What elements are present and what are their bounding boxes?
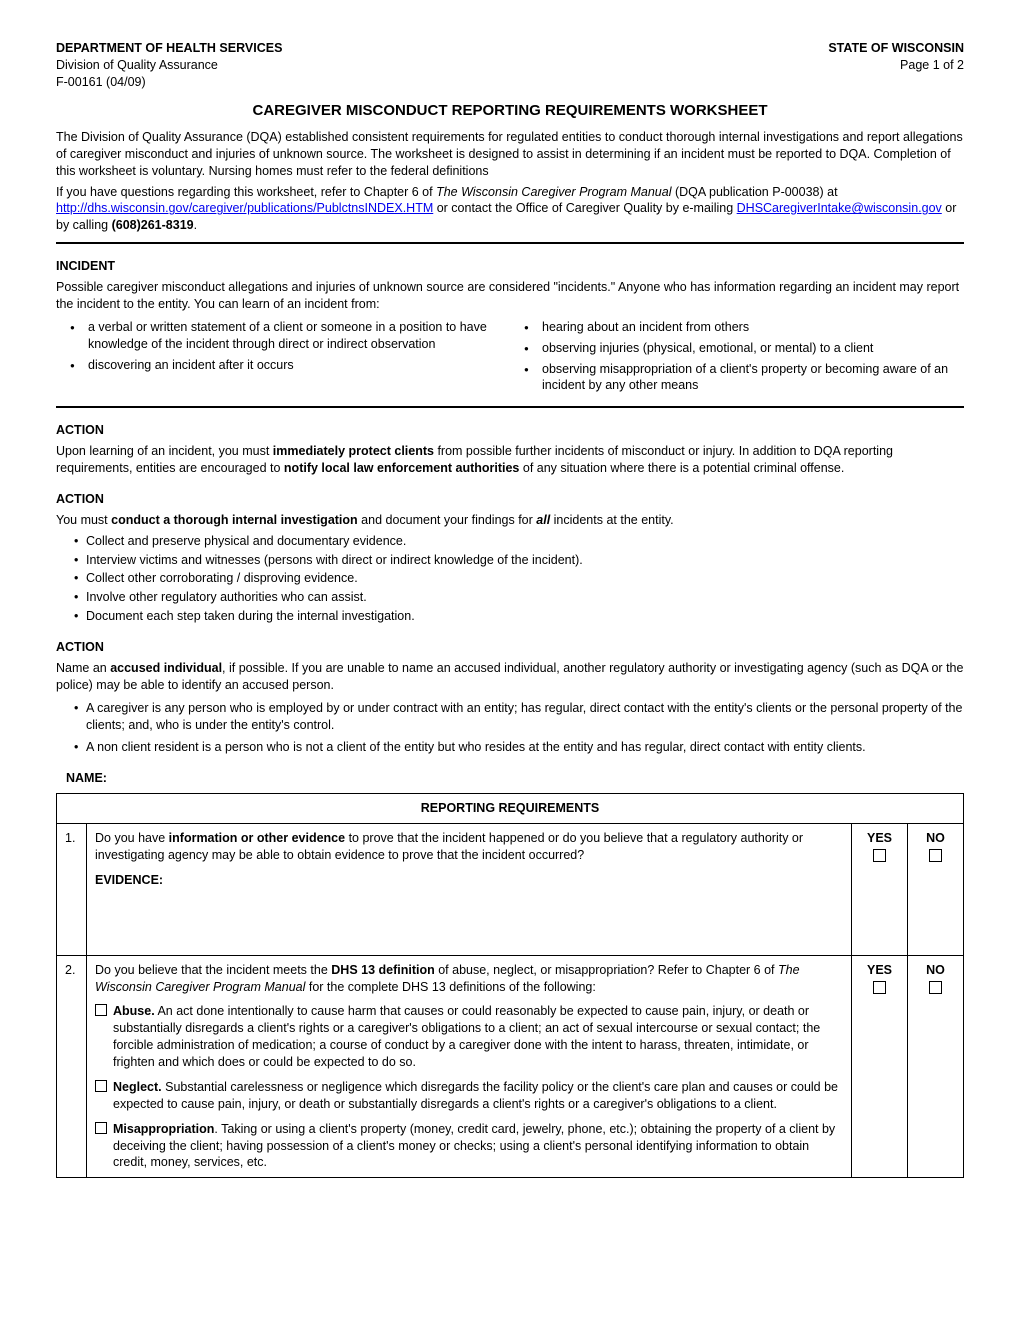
page-header: DEPARTMENT OF HEALTH SERVICES Division o… [56,40,964,91]
manual-title: The Wisconsin Caregiver Program Manual [436,185,671,199]
action-3-lead: Name an accused individual, if possible.… [56,660,964,694]
text: Do you believe that the incident meets t… [95,963,331,977]
action-heading: ACTION [56,422,964,439]
list-item: discovering an incident after it occurs [76,357,510,374]
text: Upon learning of an incident, you must [56,444,273,458]
no-label: NO [916,830,955,847]
no-checkbox[interactable] [929,849,942,862]
text: Name an [56,661,110,675]
text: (DQA publication P-00038) at [671,185,837,199]
no-cell: NO [908,824,964,956]
term: Neglect. [113,1080,162,1094]
bold-text: notify local law enforcement authorities [284,461,519,475]
no-checkbox[interactable] [929,981,942,994]
action-3-list: A caregiver is any person who is employe… [56,700,964,757]
text: or contact the Office of Caregiver Quali… [433,201,736,215]
no-cell: NO [908,955,964,1178]
text: . [194,218,197,232]
divider [56,242,964,244]
list-item: Interview victims and witnesses (persons… [78,552,964,569]
abuse-checkbox[interactable] [95,1004,107,1016]
yes-checkbox[interactable] [873,981,886,994]
yes-cell: YES [852,955,908,1178]
form-number: F-00161 (04/09) [56,74,282,91]
email-link[interactable]: DHSCaregiverIntake@wisconsin.gov [737,201,942,215]
list-item: Document each step taken during the inte… [78,608,964,625]
term: Misappropriation [113,1122,214,1136]
row-number: 1. [57,824,87,956]
list-item: observing injuries (physical, emotional,… [530,340,964,357]
definition-body: An act done intentionally to cause harm … [113,1004,820,1069]
misappropriation-checkbox[interactable] [95,1122,107,1134]
incident-columns: a verbal or written statement of a clien… [56,319,964,399]
action-2-list: Collect and preserve physical and docume… [56,533,964,625]
list-item: Collect other corroborating / disproving… [78,570,964,587]
bold-text: accused individual [110,661,222,675]
dept-name: DEPARTMENT OF HEALTH SERVICES [56,40,282,57]
row-number: 2. [57,955,87,1178]
bold-text: conduct a thorough internal investigatio… [111,513,358,527]
publications-link[interactable]: http://dhs.wisconsin.gov/caregiver/publi… [56,201,433,215]
divider [56,406,964,408]
action-heading: ACTION [56,491,964,508]
bold-text: DHS 13 definition [331,963,434,977]
incident-lead: Possible caregiver misconduct allegation… [56,279,964,313]
list-item: Collect and preserve physical and docume… [78,533,964,550]
text: for the complete DHS 13 definitions of t… [305,980,595,994]
intro-para-2: If you have questions regarding this wor… [56,184,964,235]
evidence-label: EVIDENCE: [95,872,843,889]
intro-para-1: The Division of Quality Assurance (DQA) … [56,129,964,180]
definition-body: . Taking or using a client's property (m… [113,1122,835,1170]
italic-text: all [536,513,550,527]
term: Abuse. [113,1004,155,1018]
question-cell: Do you believe that the incident meets t… [87,955,852,1178]
text: You must [56,513,111,527]
incident-heading: INCIDENT [56,258,964,275]
bold-text: information or other evidence [169,831,345,845]
yes-checkbox[interactable] [873,849,886,862]
text: of any situation where there is a potent… [519,461,844,475]
bold-text: immediately protect clients [273,444,434,458]
list-item: Involve other regulatory authorities who… [78,589,964,606]
text: If you have questions regarding this wor… [56,185,436,199]
list-item: hearing about an incident from others [530,319,964,336]
yes-label: YES [860,830,899,847]
question-cell: Do you have information or other evidenc… [87,824,852,956]
list-item: observing misappropriation of a client's… [530,361,964,395]
page-number: Page 1 of 2 [828,57,964,74]
yes-cell: YES [852,824,908,956]
action-heading: ACTION [56,639,964,656]
neglect-checkbox[interactable] [95,1080,107,1092]
division-name: Division of Quality Assurance [56,57,282,74]
list-item: A caregiver is any person who is employe… [78,700,964,734]
table-banner: REPORTING REQUIREMENTS [57,794,964,824]
text: Do you have [95,831,169,845]
yes-label: YES [860,962,899,979]
page-title: CAREGIVER MISCONDUCT REPORTING REQUIREME… [56,101,964,121]
phone-number: (608)261-8319 [112,218,194,232]
list-item: a verbal or written statement of a clien… [76,319,510,353]
list-item: A non client resident is a person who is… [78,739,964,756]
action-2-lead: You must conduct a thorough internal inv… [56,512,964,529]
name-label: NAME: [66,770,964,787]
text: of abuse, neglect, or misappropriation? … [435,963,778,977]
action-1-text: Upon learning of an incident, you must i… [56,443,964,477]
definition-body: Substantial carelessness or negligence w… [113,1080,838,1111]
state-name: STATE OF WISCONSIN [828,40,964,57]
reporting-requirements-table: REPORTING REQUIREMENTS 1. Do you have in… [56,793,964,1178]
no-label: NO [916,962,955,979]
text: and document your findings for [358,513,537,527]
text: incidents at the entity. [550,513,673,527]
